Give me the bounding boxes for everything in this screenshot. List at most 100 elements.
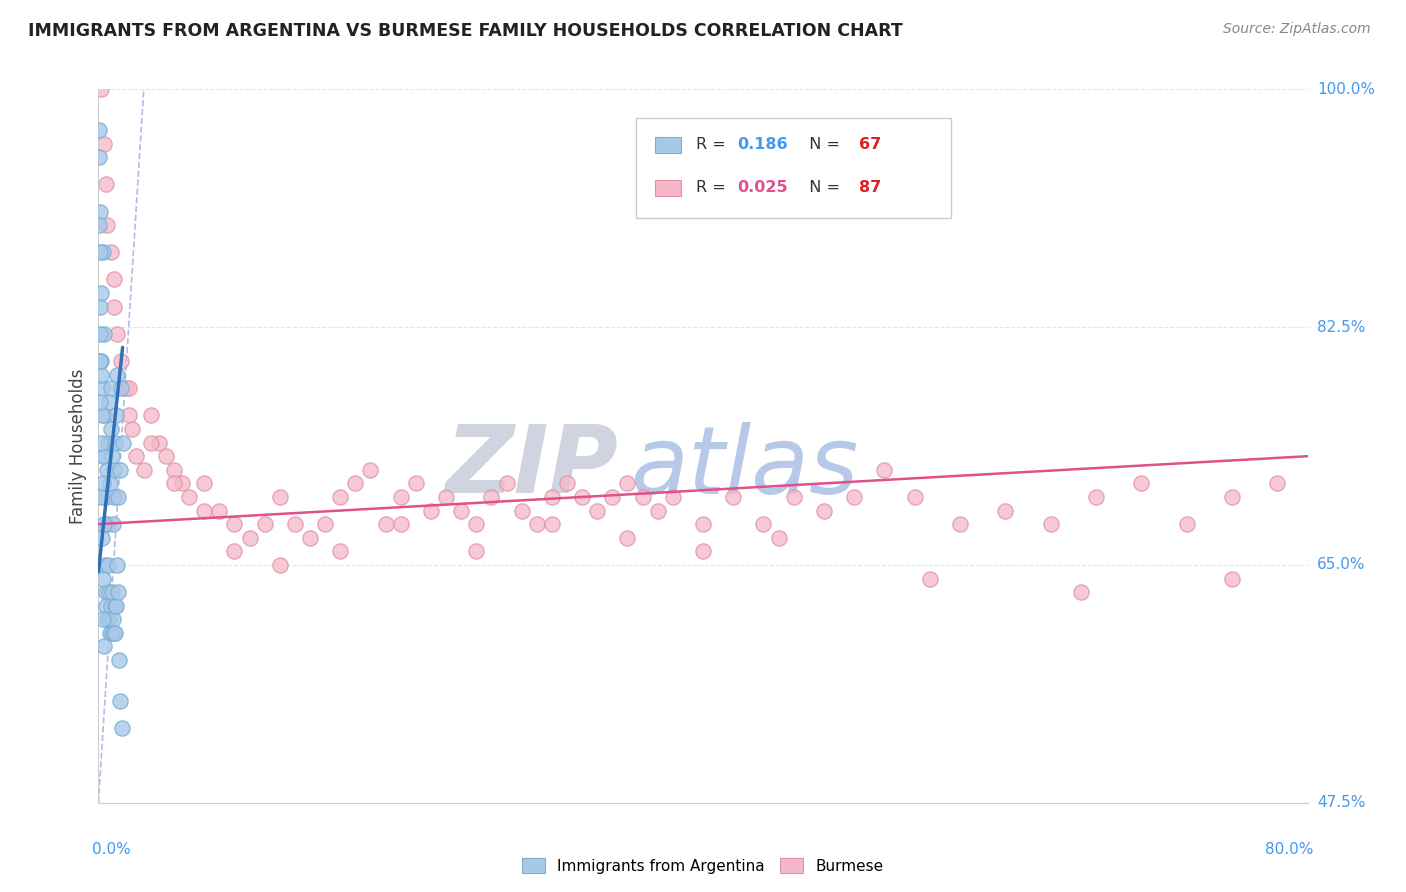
Point	[450, 503, 472, 517]
Point	[121, 422, 143, 436]
Point	[141, 435, 163, 450]
Point	[90, 286, 112, 301]
Point	[96, 599, 118, 613]
Point	[125, 449, 148, 463]
Point	[104, 435, 127, 450]
Point	[239, 531, 262, 545]
Point	[94, 449, 117, 463]
Text: 65.0%: 65.0%	[1317, 558, 1365, 573]
Point	[103, 612, 125, 626]
Point	[329, 544, 352, 558]
Point	[904, 490, 927, 504]
Point	[90, 354, 112, 368]
Point	[103, 626, 125, 640]
Point	[96, 612, 118, 626]
Text: IMMIGRANTS FROM ARGENTINA VS BURMESE FAMILY HOUSEHOLDS CORRELATION CHART: IMMIGRANTS FROM ARGENTINA VS BURMESE FAM…	[28, 22, 903, 40]
Point	[93, 640, 115, 654]
Text: ZIP: ZIP	[446, 421, 619, 514]
Point	[98, 612, 121, 626]
Point	[89, 354, 111, 368]
Point	[93, 517, 115, 532]
Text: N =: N =	[799, 137, 845, 153]
Point	[104, 409, 127, 423]
Point	[89, 204, 111, 219]
Point	[344, 476, 367, 491]
Point	[873, 463, 896, 477]
Point	[94, 558, 117, 572]
Point	[90, 409, 112, 423]
Point	[97, 435, 120, 450]
Point	[105, 368, 128, 382]
Point	[110, 694, 132, 708]
Point	[98, 476, 121, 491]
Point	[103, 490, 125, 504]
Point	[269, 558, 291, 572]
Text: 0.0%: 0.0%	[93, 842, 131, 857]
FancyBboxPatch shape	[655, 180, 682, 195]
Point	[752, 517, 775, 532]
Point	[101, 449, 124, 463]
Point	[104, 599, 127, 613]
Point	[97, 558, 120, 572]
Point	[420, 503, 443, 517]
Point	[98, 626, 121, 640]
Point	[104, 626, 127, 640]
Point	[91, 245, 114, 260]
Point	[91, 476, 114, 491]
Point	[540, 490, 562, 504]
Point	[510, 503, 533, 517]
Point	[723, 490, 745, 504]
Point	[299, 531, 322, 545]
Point	[105, 558, 128, 572]
Point	[103, 463, 125, 477]
Point	[90, 368, 112, 382]
Point	[1039, 517, 1062, 532]
Point	[114, 381, 136, 395]
Point	[90, 531, 112, 545]
Text: atlas: atlas	[630, 422, 859, 513]
Point	[90, 490, 112, 504]
Point	[111, 721, 134, 735]
Point	[89, 123, 111, 137]
Point	[110, 354, 132, 368]
Point	[602, 490, 624, 504]
Point	[100, 422, 122, 436]
Point	[110, 381, 132, 395]
Point	[93, 612, 115, 626]
Point	[616, 476, 638, 491]
Point	[661, 490, 683, 504]
Point	[96, 218, 118, 232]
Point	[100, 245, 122, 260]
Point	[107, 585, 129, 599]
Point	[224, 517, 246, 532]
Point	[118, 409, 141, 423]
Point	[97, 585, 120, 599]
Point	[96, 517, 118, 532]
Point	[586, 503, 609, 517]
Point	[89, 300, 111, 314]
Point	[374, 517, 396, 532]
Legend: Immigrants from Argentina, Burmese: Immigrants from Argentina, Burmese	[516, 852, 890, 880]
Point	[179, 490, 201, 504]
Point	[100, 381, 122, 395]
Point	[89, 218, 111, 232]
Point	[465, 517, 488, 532]
Text: R =: R =	[696, 180, 731, 195]
Text: 47.5%: 47.5%	[1317, 796, 1365, 810]
Point	[94, 178, 117, 192]
Point	[98, 394, 121, 409]
Point	[148, 435, 170, 450]
Point	[918, 572, 941, 586]
Point	[193, 503, 215, 517]
Point	[103, 272, 125, 286]
Point	[571, 490, 593, 504]
Text: 0.025: 0.025	[737, 180, 787, 195]
Point	[631, 490, 654, 504]
Point	[314, 517, 336, 532]
Point	[101, 585, 124, 599]
Point	[540, 517, 562, 532]
Point	[284, 517, 307, 532]
Point	[100, 626, 122, 640]
Point	[89, 326, 111, 341]
Point	[108, 463, 131, 477]
